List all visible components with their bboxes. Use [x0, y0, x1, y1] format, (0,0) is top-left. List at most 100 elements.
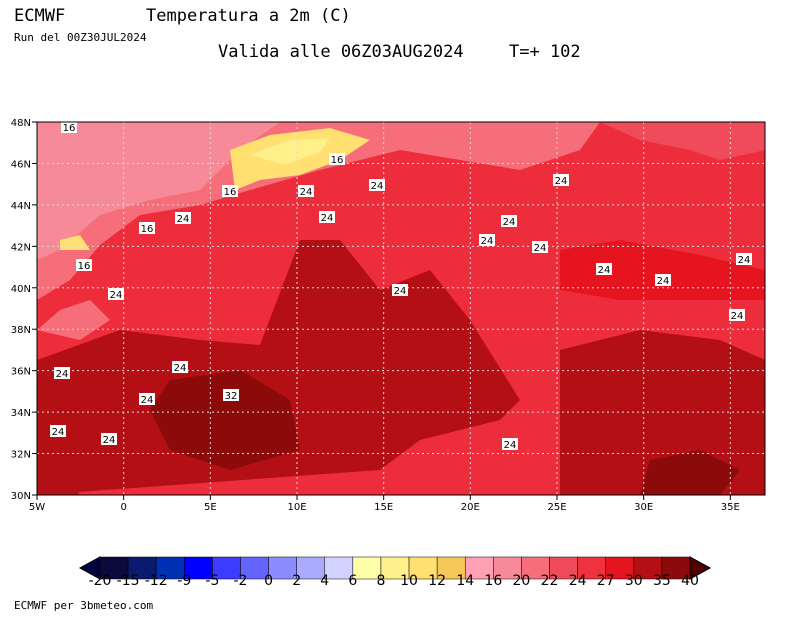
contour-label: 24	[321, 213, 334, 224]
cb-box	[661, 556, 691, 580]
contour-label: 24	[731, 311, 744, 322]
cb-label: 6	[348, 573, 357, 589]
contour-label-bg	[50, 425, 66, 437]
contour-label-bg	[392, 284, 408, 296]
valid: Valida alle 06Z03AUG2024	[218, 42, 464, 62]
lat-label: 44N	[11, 201, 31, 212]
lat-label: 32N	[11, 450, 31, 461]
contour-label: 24	[481, 236, 494, 247]
lon-label: 10E	[287, 502, 306, 513]
lat-label: 34N	[11, 408, 31, 419]
contour-label: 24	[503, 217, 516, 228]
cb-label: 16	[484, 573, 502, 589]
contour-label: 16	[331, 155, 344, 166]
cb-label: 24	[569, 573, 587, 589]
lon-label: 35E	[721, 502, 740, 513]
title: Temperatura a 2m (C)	[146, 6, 351, 26]
contour-label-bg	[139, 393, 155, 405]
lat-label: 30N	[11, 491, 31, 502]
cb-label: 8	[376, 573, 385, 589]
contour-label: 24	[504, 440, 517, 451]
contour-label-bg	[736, 253, 752, 265]
lat-label: 38N	[11, 325, 31, 336]
run: Run del 00Z30JUL2024	[14, 31, 147, 44]
contour-label: 24	[141, 395, 154, 406]
contour-label-bg	[175, 212, 191, 224]
step: T=+ 102	[509, 42, 581, 62]
contour-label-bg	[479, 234, 495, 246]
cb-label: 30	[625, 573, 643, 589]
lon-label: 5E	[204, 502, 217, 513]
contour-label: 24	[534, 243, 547, 254]
contour-label-bg	[101, 433, 117, 445]
contour-label: 16	[224, 187, 237, 198]
contour-label: 24	[174, 363, 187, 374]
cb-label: 12	[428, 573, 446, 589]
cb-label: 0	[264, 573, 273, 589]
map: 16 16 16 24 24 24 24 16 24 24 24 24 16 24 24 24 24 24 24 24…	[37, 122, 765, 495]
contour-label-bg	[139, 222, 155, 234]
lon-label: 5W	[29, 502, 45, 513]
contour-label-bg	[223, 389, 239, 401]
contour-label: 24	[56, 369, 69, 380]
cb-label: -12	[145, 573, 168, 589]
contour-label: 24	[598, 265, 611, 276]
contour-label-bg	[172, 361, 188, 373]
cb-label: -2	[233, 573, 247, 589]
lat-label: 46N	[11, 159, 31, 170]
lon-label: 20E	[461, 502, 480, 513]
contour-label: 24	[555, 176, 568, 187]
cb-label: 35	[653, 573, 671, 589]
lon-label: 0	[120, 502, 126, 513]
contour-label-bg	[329, 153, 345, 165]
contour-label-bg	[108, 288, 124, 300]
contour-label: 16	[141, 224, 154, 235]
contour-label: 24	[300, 187, 313, 198]
contour-label-bg	[532, 241, 548, 253]
contour-label-bg	[729, 309, 745, 321]
contour-label-bg	[553, 174, 569, 186]
contour-label: 16	[63, 123, 76, 134]
cb-label: 27	[597, 573, 615, 589]
contour-label-bg	[319, 211, 335, 223]
contour-label: 24	[52, 427, 65, 438]
cb-label: 40	[681, 573, 699, 589]
contour-label-bg	[596, 263, 612, 275]
lon-label: 30E	[634, 502, 653, 513]
cb-label: -9	[177, 573, 191, 589]
map-frame	[36, 121, 766, 496]
lat-label: 42N	[11, 242, 31, 253]
lat-label: 36N	[11, 367, 31, 378]
cb-label: 14	[456, 573, 474, 589]
cb-label: 10	[400, 573, 418, 589]
contour-label-bg	[655, 274, 671, 286]
contour-label: 24	[371, 181, 384, 192]
cb-label: -20	[89, 573, 112, 589]
contour-label: 24	[738, 255, 751, 266]
contour-label-bg	[61, 122, 77, 133]
contour-label-bg	[501, 215, 517, 227]
contour-label-bg	[298, 185, 314, 197]
cb-label: -15	[117, 573, 140, 589]
lat-label: 48N	[11, 118, 31, 129]
contour-label-bg	[76, 259, 92, 271]
contour-label: 24	[177, 214, 190, 225]
contour-label: 24	[657, 276, 670, 287]
contour-label: 16	[78, 261, 91, 272]
cb-label: -5	[205, 573, 219, 589]
cb-label: 20	[513, 573, 531, 589]
contour-label-bg	[369, 179, 385, 191]
contour-label: 24	[110, 290, 123, 301]
cb-label: 4	[320, 573, 329, 589]
contour-label: 24	[394, 286, 407, 297]
model: ECMWF	[14, 6, 65, 26]
contour-label-bg	[222, 185, 238, 197]
lat-label: 40N	[11, 284, 31, 295]
cb-label: 2	[292, 573, 301, 589]
footer: ECMWF per 3bmeteo.com	[14, 599, 153, 612]
lon-label: 15E	[374, 502, 393, 513]
contour-label-bg	[54, 367, 70, 379]
contour-label: 24	[103, 435, 116, 446]
lon-label: 25E	[547, 502, 566, 513]
